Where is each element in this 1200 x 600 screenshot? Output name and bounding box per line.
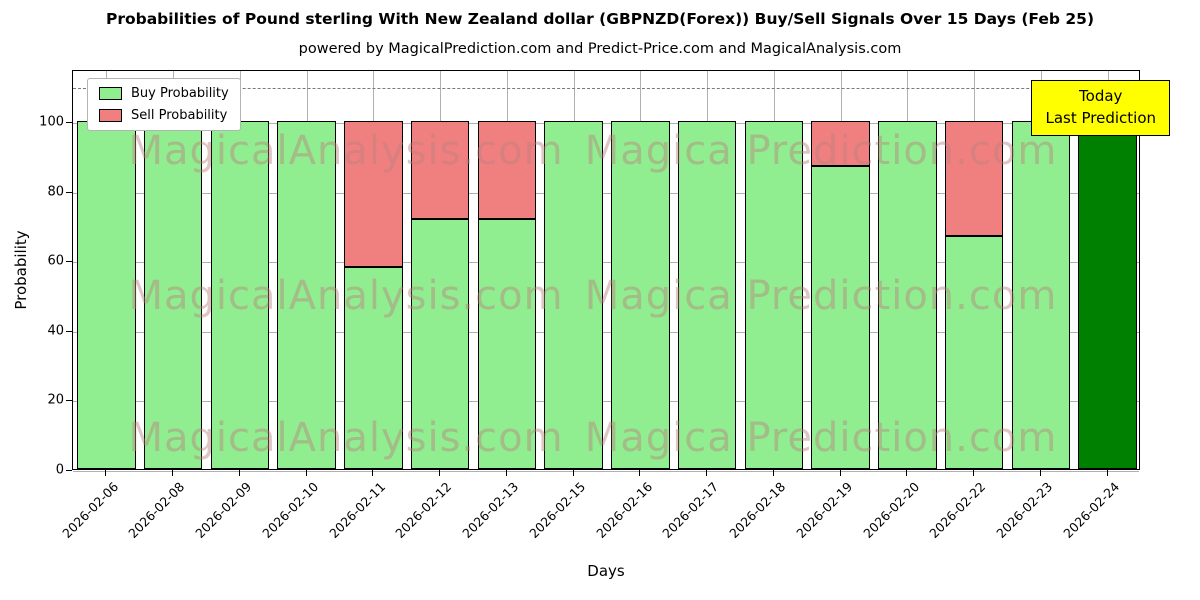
x-tick-mark: [238, 470, 240, 476]
legend: Buy Probability Sell Probability: [87, 78, 241, 131]
today-annotation: Today Last Prediction: [1031, 80, 1170, 136]
legend-entry-buy: Buy Probability: [99, 86, 229, 101]
x-tick-mark: [172, 470, 174, 476]
annotation-line1: Today: [1079, 87, 1123, 105]
y-tick-mark: [66, 470, 72, 471]
y-tick-label: 60: [47, 253, 64, 269]
x-tick-label: 2026-02-16: [592, 479, 655, 541]
x-tick-mark: [839, 470, 841, 476]
x-tick-label: 2026-02-09: [192, 479, 255, 541]
watermark-text: Magica Prediction.com: [584, 128, 1058, 174]
x-tick-label: 2026-02-08: [125, 479, 188, 541]
buy-bar-segment: [544, 121, 603, 469]
buy-bar-segment: [744, 121, 804, 469]
buy-bar-segment: [811, 166, 870, 469]
y-tick-mark: [66, 330, 72, 332]
buy-bar-segment: [143, 121, 203, 469]
x-tick-mark: [973, 470, 975, 476]
legend-label-buy: Buy Probability: [131, 86, 229, 101]
buy-bar-segment: [410, 218, 470, 469]
y-axis-label: Probability: [12, 230, 30, 310]
chart-title: Probabilities of Pound sterling With New…: [105, 10, 1095, 28]
watermark-text: MagicalAnalysis.com: [128, 415, 564, 461]
x-tick-mark: [505, 470, 507, 476]
x-tick-label: 2026-02-19: [793, 479, 856, 541]
buy-bar-segment: [944, 235, 1004, 469]
legend-entry-sell: Sell Probability: [99, 108, 229, 123]
x-tick-mark: [305, 470, 307, 476]
x-tick-mark: [906, 470, 908, 476]
buy-bar-segment: [477, 218, 537, 469]
buy-bar-segment: [344, 267, 403, 469]
y-tick-label: 100: [39, 114, 64, 130]
x-tick-mark: [1039, 470, 1041, 476]
y-gridline: [73, 471, 1139, 472]
buy-bar-segment: [77, 121, 136, 469]
x-tick-label: 2026-02-06: [58, 479, 121, 541]
x-axis-label: Days: [587, 562, 625, 580]
x-tick-mark: [439, 470, 441, 476]
watermark-text: Magica Prediction.com: [584, 273, 1058, 319]
watermark-text: MagicalAnalysis.com: [128, 128, 564, 174]
chart-subtitle: powered by MagicalPrediction.com and Pre…: [298, 41, 902, 57]
y-gridline: [73, 192, 1139, 194]
sell-bar-segment: [811, 121, 870, 167]
watermark-text: MagicalAnalysis.com: [128, 273, 564, 319]
buy-bar-segment: [210, 121, 270, 469]
x-tick-label: 2026-02-23: [993, 479, 1056, 541]
buy-bar-segment: [611, 121, 670, 469]
plot-area: Buy Probability Sell Probability Magical…: [72, 70, 1140, 472]
x-tick-label: 2026-02-24: [1060, 479, 1123, 541]
y-tick-label: 20: [47, 392, 64, 408]
x-tick-label: 2026-02-22: [926, 479, 989, 541]
x-tick-label: 2026-02-11: [325, 479, 388, 541]
x-tick-label: 2026-02-12: [392, 479, 455, 541]
buy-bar-segment: [677, 121, 737, 469]
legend-label-sell: Sell Probability: [131, 108, 228, 123]
y-tick-mark: [66, 261, 72, 263]
sell-bar-segment: [344, 121, 403, 268]
y-tick-label: 80: [47, 184, 64, 200]
x-tick-mark: [639, 470, 641, 476]
x-tick-label: 2026-02-20: [859, 479, 922, 541]
sell-probability-swatch: [99, 109, 122, 122]
sell-bar-segment: [944, 121, 1004, 236]
annotation-line2: Last Prediction: [1045, 108, 1156, 127]
x-tick-mark: [772, 470, 774, 476]
x-tick-mark: [572, 470, 574, 476]
x-tick-label: 2026-02-18: [726, 479, 789, 541]
buy-bar-segment: [1011, 121, 1071, 469]
y-gridline: [73, 262, 1139, 264]
x-tick-mark: [105, 470, 107, 476]
y-gridline: [73, 123, 1139, 125]
x-tick-mark: [706, 470, 708, 476]
buy-bar-segment: [878, 121, 937, 469]
threshold-dashed-line: [73, 88, 1139, 90]
buy-probability-swatch: [99, 87, 122, 100]
x-tick-label: 2026-02-10: [259, 479, 322, 541]
x-tick-mark: [1106, 470, 1108, 476]
buy-bar-segment: [1078, 121, 1137, 469]
y-tick-label: 40: [47, 323, 64, 339]
sell-bar-segment: [410, 121, 470, 219]
buy-bar-segment: [277, 121, 336, 469]
y-tick-mark: [66, 122, 72, 124]
x-tick-mark: [372, 470, 374, 476]
x-tick-label: 2026-02-17: [659, 479, 722, 541]
x-tick-label: 2026-02-15: [526, 479, 589, 541]
sell-bar-segment: [477, 121, 537, 219]
y-tick-mark: [66, 400, 72, 402]
y-gridline: [73, 401, 1139, 403]
y-tick-mark: [66, 191, 72, 193]
y-tick-label: 0: [55, 462, 64, 478]
watermark-text: Magica Prediction.com: [584, 415, 1058, 461]
x-tick-label: 2026-02-13: [459, 479, 522, 541]
y-gridline: [73, 331, 1139, 333]
